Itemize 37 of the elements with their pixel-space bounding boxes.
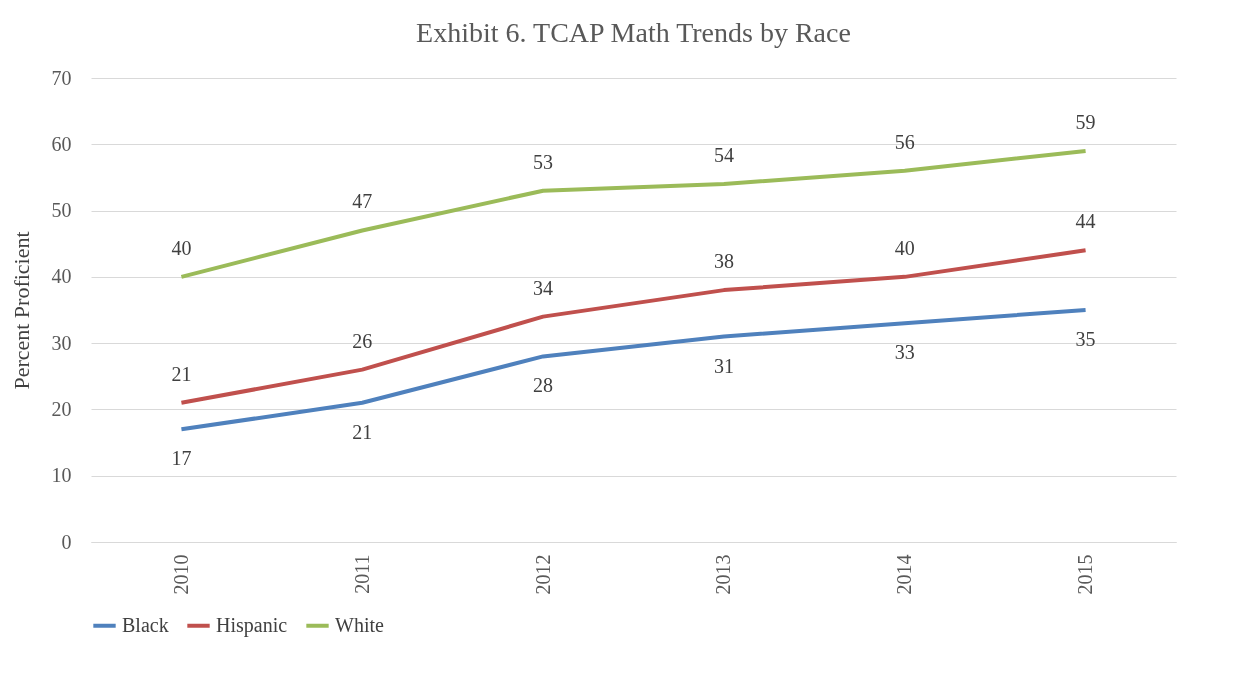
data-label: 59 xyxy=(1075,110,1096,133)
y-tick-label: 30 xyxy=(51,331,72,354)
data-label: 21 xyxy=(171,362,192,385)
x-tick-label: 2010 xyxy=(169,554,192,595)
y-tick-label: 0 xyxy=(61,530,72,553)
chart-title: Exhibit 6. TCAP Math Trends by Race xyxy=(416,17,851,48)
x-tick-label: 2012 xyxy=(531,554,554,595)
data-label: 17 xyxy=(171,447,192,470)
legend-label: White xyxy=(335,613,384,636)
y-tick-label: 10 xyxy=(51,464,72,487)
legend-label: Hispanic xyxy=(216,613,288,637)
data-label: 54 xyxy=(713,144,734,167)
y-tick-label: 40 xyxy=(51,265,72,288)
data-label: 47 xyxy=(352,190,373,213)
data-label: 38 xyxy=(713,250,734,273)
data-label: 34 xyxy=(533,276,554,299)
data-label: 40 xyxy=(894,236,915,259)
y-tick-label: 70 xyxy=(51,66,72,89)
data-label: 56 xyxy=(894,130,915,153)
x-tick-label: 2011 xyxy=(350,554,373,594)
data-label: 35 xyxy=(1075,328,1096,350)
data-label: 40 xyxy=(171,236,192,259)
y-tick-label: 20 xyxy=(51,397,72,420)
y-axis-title: Percent Proficient xyxy=(8,231,34,390)
legend-label: Black xyxy=(122,613,169,636)
data-label: 26 xyxy=(352,329,373,352)
data-label: 53 xyxy=(533,150,554,173)
x-tick-label: 2014 xyxy=(893,554,916,595)
x-tick-label: 2015 xyxy=(1074,554,1097,595)
data-label: 31 xyxy=(713,354,734,377)
data-label: 33 xyxy=(894,341,915,364)
x-tick-label: 2013 xyxy=(712,554,735,595)
data-label: 28 xyxy=(533,374,554,397)
y-tick-label: 50 xyxy=(51,199,72,222)
y-tick-label: 60 xyxy=(51,132,72,155)
data-label: 21 xyxy=(352,420,373,443)
data-label: 44 xyxy=(1075,210,1096,233)
